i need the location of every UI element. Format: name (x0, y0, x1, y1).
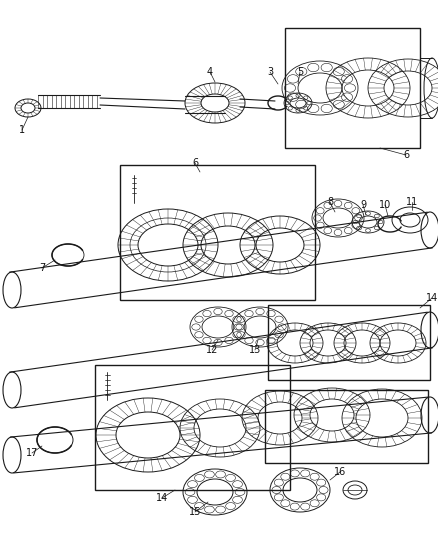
Text: 11: 11 (406, 197, 418, 207)
Text: 3: 3 (267, 67, 273, 77)
Text: 7: 7 (39, 263, 45, 273)
Text: 4: 4 (207, 67, 213, 77)
Text: 9: 9 (360, 200, 366, 210)
Text: 6: 6 (403, 150, 409, 160)
Text: 16: 16 (334, 467, 346, 477)
Text: 6: 6 (192, 158, 198, 168)
Bar (120, 165, 315, 300)
Text: 12: 12 (206, 345, 218, 355)
Text: 10: 10 (379, 200, 391, 210)
Text: 14: 14 (156, 493, 168, 503)
Text: 8: 8 (327, 197, 333, 207)
Bar (285, 28, 420, 148)
Text: 17: 17 (26, 448, 38, 458)
Text: 1: 1 (19, 125, 25, 135)
Text: 13: 13 (249, 345, 261, 355)
Text: 15: 15 (189, 507, 201, 517)
Bar (268, 305, 430, 380)
Bar (265, 390, 428, 463)
Text: 14: 14 (426, 293, 438, 303)
Bar (95, 365, 290, 490)
Text: 5: 5 (297, 67, 303, 77)
